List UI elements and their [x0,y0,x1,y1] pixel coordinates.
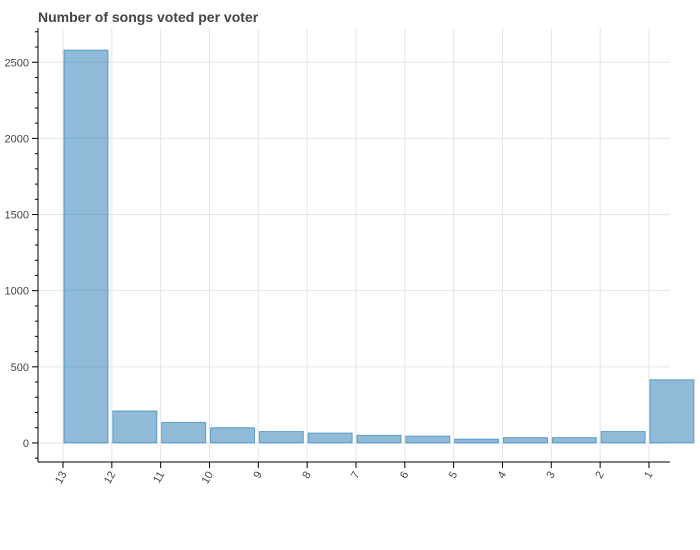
x-tick-label: 4 [496,469,509,480]
x-tick-label: 8 [300,470,313,481]
x-tick-label: 11 [151,470,167,486]
y-tick-label: 0 [23,438,29,450]
x-tick-label: 6 [398,470,411,481]
bar-13 [63,49,109,444]
bar-2 [600,431,646,444]
bar-11 [161,421,207,444]
x-tick-label: 9 [251,470,264,481]
y-tick-label: 1500 [5,210,29,222]
x-tick-label: 10 [200,470,217,487]
x-tick-label: 2 [593,470,606,481]
bar-9 [258,431,304,444]
x-tick-label: 7 [349,470,362,481]
y-axis-ticks: 0 500 1000 1500 2000 2500 [5,31,38,459]
y-tick-label: 1000 [5,286,29,298]
y-tick-label: 2000 [5,133,29,145]
bar-4 [502,437,548,444]
x-axis-ticks: 13 12 11 10 9 8 7 6 5 4 3 2 1 [53,462,656,487]
bar-8 [307,432,353,444]
x-tick-label: 1 [642,470,655,481]
bar-10 [209,427,255,444]
grid-lines [38,28,670,462]
x-tick-label: 3 [544,470,557,481]
axes [37,28,670,463]
y-tick-label: 500 [11,362,29,374]
bar-6 [405,435,451,444]
bar-5 [454,438,500,444]
bars [63,49,695,444]
bar-7 [356,434,402,444]
y-tick-label: 2500 [5,57,29,69]
x-tick-label: 12 [102,470,119,487]
bar-1 [649,379,695,444]
x-tick-label: 5 [447,470,460,481]
bar-12 [112,410,158,444]
chart-title: Number of songs voted per voter [38,9,259,25]
bar-3 [551,437,597,444]
x-tick-label: 13 [53,470,70,487]
